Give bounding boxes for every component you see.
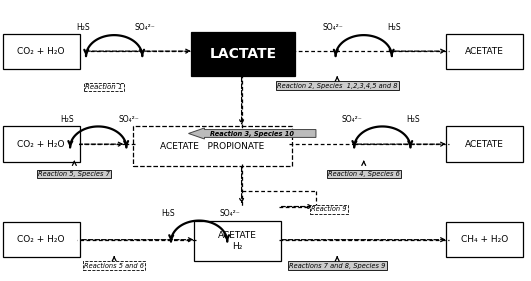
FancyBboxPatch shape [446, 222, 523, 257]
Text: Reactions 5 and 6: Reactions 5 and 6 [84, 262, 144, 269]
FancyBboxPatch shape [446, 34, 523, 69]
Text: Reactions 7 and 8, Species 9: Reactions 7 and 8, Species 9 [289, 262, 386, 269]
Text: CO₂ + H₂O: CO₂ + H₂O [18, 47, 65, 56]
FancyBboxPatch shape [133, 126, 292, 166]
Text: CO₂ + H₂O: CO₂ + H₂O [18, 235, 65, 244]
Text: H₂S: H₂S [388, 23, 401, 32]
FancyBboxPatch shape [446, 126, 523, 162]
Text: ACETATE: ACETATE [465, 47, 504, 56]
Text: Reaction 5, Species 7: Reaction 5, Species 7 [38, 171, 110, 177]
Text: ACETATE
H₂: ACETATE H₂ [218, 231, 257, 251]
FancyBboxPatch shape [191, 32, 295, 76]
Text: Reaction 2, Species  1,2,3,4,5 and 8: Reaction 2, Species 1,2,3,4,5 and 8 [277, 83, 397, 89]
Text: Reaction 3, Species 10: Reaction 3, Species 10 [210, 130, 294, 137]
Text: H₂S: H₂S [76, 23, 90, 32]
Text: LACTATE: LACTATE [209, 47, 277, 61]
Text: SO₄²⁻: SO₄²⁻ [219, 209, 241, 218]
Text: Reaction 1: Reaction 1 [85, 84, 122, 90]
FancyBboxPatch shape [3, 222, 80, 257]
Text: ACETATE   PROPIONATE: ACETATE PROPIONATE [160, 142, 264, 151]
Text: ACETATE: ACETATE [465, 139, 504, 149]
Text: SO₄²⁻: SO₄²⁻ [341, 115, 362, 124]
FancyBboxPatch shape [3, 34, 80, 69]
FancyArrow shape [189, 128, 316, 139]
Text: SO₄²⁻: SO₄²⁻ [134, 23, 156, 32]
Text: CO₂ + H₂O: CO₂ + H₂O [18, 139, 65, 149]
Text: Reaction 4, Species 6: Reaction 4, Species 6 [328, 171, 400, 177]
FancyBboxPatch shape [3, 126, 80, 162]
Text: H₂S: H₂S [61, 115, 74, 124]
Text: CH₄ + H₂O: CH₄ + H₂O [461, 235, 508, 244]
Text: H₂S: H₂S [161, 209, 175, 218]
FancyBboxPatch shape [194, 221, 281, 261]
Text: SO₄²⁻: SO₄²⁻ [322, 23, 344, 32]
Text: SO₄²⁻: SO₄²⁻ [118, 115, 140, 124]
Text: Reaction 9: Reaction 9 [312, 206, 347, 212]
Text: H₂S: H₂S [406, 115, 420, 124]
